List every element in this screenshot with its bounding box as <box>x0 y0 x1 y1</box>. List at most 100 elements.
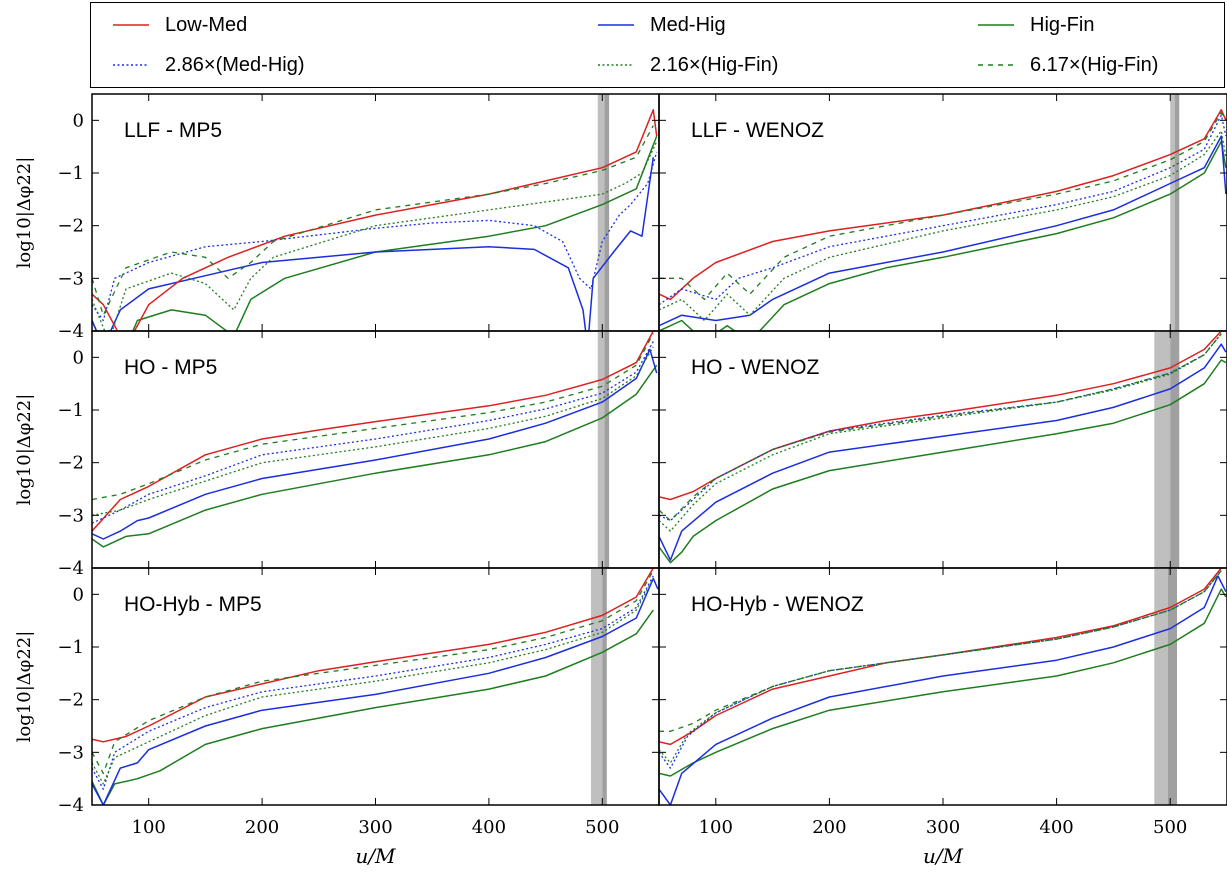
panel-4: HO - WENOZ <box>658 330 1227 569</box>
series-medhig_s <box>659 114 1227 306</box>
legend-swatch <box>598 24 634 26</box>
time-band <box>1154 568 1168 805</box>
time-band <box>602 568 607 805</box>
y-tick-label: −3 <box>57 505 84 526</box>
panel-title: HO-Hyb - WENOZ <box>691 593 864 616</box>
series-higfin_s2 <box>92 125 654 316</box>
y-tick-label: −3 <box>57 268 84 289</box>
series-medhig_s <box>659 570 1222 769</box>
panel-plot-area <box>659 94 1227 331</box>
legend-label: 2.16×(Hig-Fin) <box>650 53 779 76</box>
y-tick-label: −3 <box>57 742 84 763</box>
panel-plot-area <box>659 568 1227 805</box>
panel-2: LLF - WENOZ <box>658 93 1227 332</box>
y-tick-label: 0 <box>73 110 84 131</box>
series-medhig <box>92 577 659 805</box>
legend-swatch <box>978 24 1014 26</box>
time-band <box>597 331 605 568</box>
series-higfin <box>659 359 1227 564</box>
series-higfin_s2 <box>659 333 1222 522</box>
y-tick-label: −4 <box>57 321 84 342</box>
series-higfin_s1 <box>659 570 1222 764</box>
series-higfin_s2 <box>92 570 654 775</box>
series-higfin_s1 <box>659 130 1227 322</box>
time-band <box>1170 94 1175 331</box>
y-axis-label: log10|Δφ22| <box>14 394 35 506</box>
legend-item-higfin_s2: 6.17×(Hig-Fin) <box>976 51 1158 79</box>
time-band <box>597 94 605 331</box>
x-tick-label: 200 <box>245 817 279 838</box>
x-tick-label: 500 <box>585 817 619 838</box>
panel-plot-area <box>659 331 1227 568</box>
y-tick-label: −4 <box>57 558 84 579</box>
y-tick-label: 0 <box>73 584 84 605</box>
series-higfin_s2 <box>659 570 1222 732</box>
legend-item-higfin: Hig-Fin <box>976 11 1094 39</box>
y-tick-label: −2 <box>57 216 84 237</box>
series-medhig_s <box>92 575 654 790</box>
y-tick-label: −4 <box>57 795 84 816</box>
x-axis-label: u/M <box>355 844 396 868</box>
y-tick-label: −1 <box>57 637 84 658</box>
x-tick-label: 400 <box>472 817 506 838</box>
x-tick-label: 300 <box>926 817 960 838</box>
legend-item-higfin_s1: 2.16×(Hig-Fin) <box>596 51 778 79</box>
x-tick-label: 200 <box>812 817 846 838</box>
legend-label: 6.17×(Hig-Fin) <box>1030 53 1159 76</box>
series-higfin <box>92 609 654 805</box>
series-higfin <box>92 364 658 548</box>
x-axis-label: u/M <box>923 844 964 868</box>
time-band <box>1154 331 1171 568</box>
legend-item-medhig: Med-Hig <box>596 11 726 39</box>
y-tick-label: −2 <box>57 453 84 474</box>
series-higfin_s2 <box>92 333 654 501</box>
panel-1: LLF - MP5 <box>91 93 660 332</box>
y-tick-label: −1 <box>57 163 84 184</box>
panel-3: HO - MP5 <box>91 330 660 569</box>
panel-plot-area <box>92 94 658 331</box>
x-tick-label: 500 <box>1153 817 1187 838</box>
series-higfin_s1 <box>92 346 654 516</box>
y-axis-label: log10|Δφ22| <box>14 631 35 743</box>
y-tick-label: −1 <box>57 400 84 421</box>
x-tick-label: 100 <box>132 817 166 838</box>
series-lowmed <box>92 331 654 532</box>
time-band <box>1170 331 1180 568</box>
series-medhig_s <box>92 341 654 524</box>
panel-5: HO-Hyb - MP5 <box>91 567 660 806</box>
y-axis-label: log10|Δφ22| <box>14 157 35 269</box>
legend: Low-Med Med-Hig Hig-Fin 2.86×(Med-Hig) 2.16×… <box>90 2 1225 88</box>
legend-label: Low-Med <box>165 13 248 36</box>
panel-title: LLF - WENOZ <box>691 119 824 142</box>
series-lowmed <box>659 109 1227 301</box>
series-medhig <box>659 135 1227 327</box>
legend-label: Hig-Fin <box>1030 13 1095 36</box>
panel-title: HO-Hyb - MP5 <box>124 593 262 616</box>
series-medhig <box>92 157 655 331</box>
legend-swatch <box>978 64 1014 66</box>
legend-swatch <box>113 64 149 66</box>
time-band <box>590 568 603 805</box>
series-medhig_s <box>92 151 658 322</box>
panel-title: HO - MP5 <box>124 356 217 379</box>
x-tick-label: 300 <box>358 817 392 838</box>
panel-title: LLF - MP5 <box>124 119 222 142</box>
panel-plot-area <box>92 331 658 568</box>
series-higfin <box>659 140 1227 331</box>
panel-plot-area <box>92 568 659 805</box>
legend-item-medhig_s: 2.86×(Med-Hig) <box>111 51 305 79</box>
x-tick-label: 100 <box>699 817 733 838</box>
y-tick-label: −2 <box>57 690 84 711</box>
panel-title: HO - WENOZ <box>691 356 819 379</box>
legend-swatch <box>113 24 149 26</box>
series-lowmed <box>659 331 1222 501</box>
x-tick-label: 400 <box>1039 817 1073 838</box>
time-band <box>1167 568 1178 805</box>
legend-label: 2.86×(Med-Hig) <box>165 53 305 76</box>
series-medhig <box>659 575 1227 805</box>
series-medhig <box>92 348 658 540</box>
legend-item-lowmed: Low-Med <box>111 11 247 39</box>
series-higfin_s1 <box>659 333 1222 532</box>
series-higfin <box>92 135 658 331</box>
